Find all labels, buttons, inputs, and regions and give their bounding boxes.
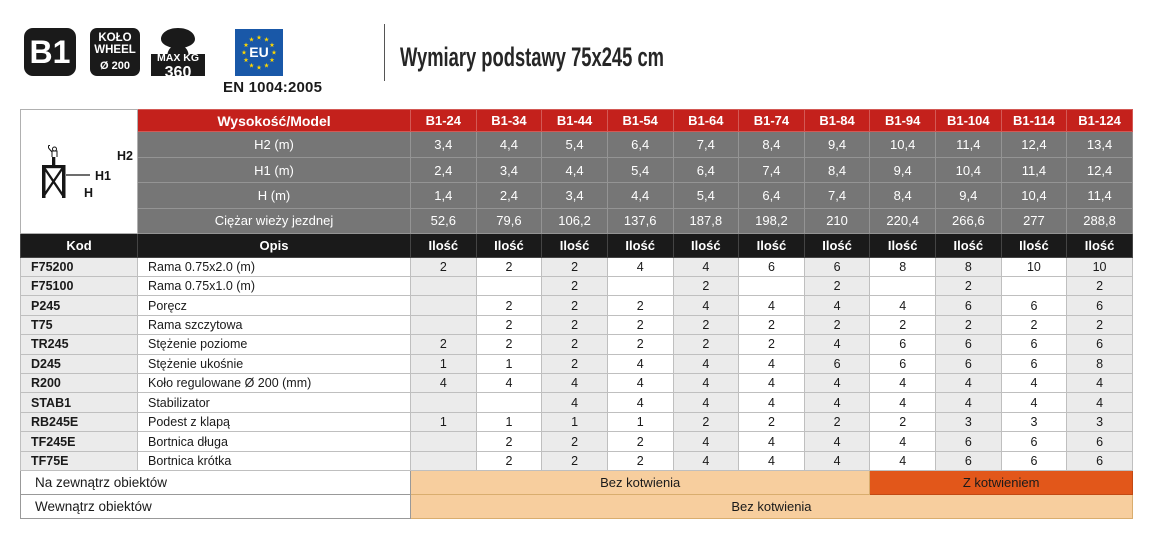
svg-text:H: H bbox=[84, 186, 93, 200]
svg-text:H1: H1 bbox=[95, 169, 111, 183]
svg-text:H2: H2 bbox=[117, 149, 133, 163]
svg-text:EU: EU bbox=[249, 44, 268, 60]
